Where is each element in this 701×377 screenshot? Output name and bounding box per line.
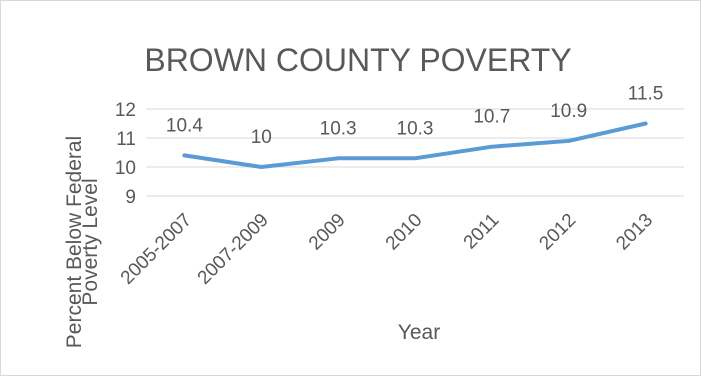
x-tick-label: 2013	[612, 210, 657, 255]
y-tick-label: 9	[125, 187, 136, 208]
data-label: 10.3	[320, 118, 357, 139]
data-label: 10	[251, 127, 272, 148]
data-label: 10.4	[166, 115, 203, 136]
x-tick-label: 2010	[382, 210, 427, 255]
y-axis-title: Percent Below Federal Poverty Level	[63, 136, 102, 348]
x-tick-label: 2007-2009	[194, 210, 273, 289]
y-tick-label: 10	[115, 158, 136, 179]
y-tick-label: 12	[115, 100, 136, 121]
x-axis-title: Year	[398, 321, 440, 344]
y-axis-ticks: 9 10 11 12	[115, 100, 136, 208]
data-label: 11.5	[628, 84, 664, 105]
data-label: 10.3	[397, 118, 434, 139]
y-tick-label: 11	[116, 129, 136, 150]
x-tick-label: 2011	[460, 210, 504, 254]
data-label: 10.7	[473, 107, 510, 128]
chart-title: BROWN COUNTY POVERTY	[144, 42, 571, 78]
data-label: 10.9	[550, 101, 587, 122]
y-axis-title-line-2: Poverty Level	[79, 178, 102, 305]
x-tick-label: 2012	[536, 210, 581, 255]
x-tick-label: 2009	[305, 210, 350, 255]
x-tick-label: 2005-2007	[117, 210, 196, 289]
